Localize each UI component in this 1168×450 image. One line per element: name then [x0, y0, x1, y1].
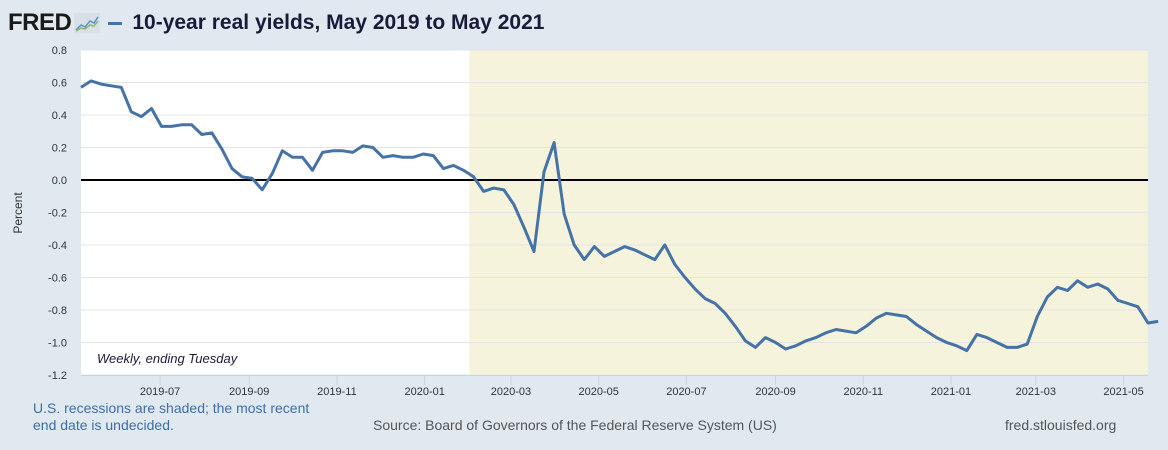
y-tick-label: 0.0 [52, 175, 67, 187]
y-tick-label: 0.8 [52, 45, 67, 57]
x-tick-label: 2020-05 [578, 386, 618, 398]
x-tick-label: 2019-07 [140, 386, 180, 398]
x-tick-label: 2021-03 [1016, 386, 1056, 398]
y-axis-title: Percent [11, 192, 25, 234]
x-tick-label: 2019-09 [229, 386, 269, 398]
y-tick-label: -0.8 [48, 305, 67, 317]
recession-note: U.S. recessions are shaded; the most rec… [33, 400, 310, 433]
x-tick-label: 2019-11 [317, 386, 357, 398]
x-tick-label: 2021-01 [931, 386, 971, 398]
y-tick-label: -0.6 [48, 273, 67, 285]
series-legend-marker [108, 22, 123, 25]
x-tick-label: 2020-07 [666, 386, 706, 398]
x-tick-label: 2020-03 [491, 386, 531, 398]
y-tick-label: -0.2 [48, 208, 67, 220]
chart-title: 10-year real yields, May 2019 to May 202… [132, 11, 545, 34]
trend-chart-icon [74, 13, 101, 33]
y-tick-label: 0.6 [52, 78, 67, 90]
x-tick-label: 2020-09 [755, 386, 795, 398]
x-tick-label: 2020-11 [843, 386, 883, 398]
y-tick-label: -0.4 [48, 240, 67, 252]
source-text: Source: Board of Governors of the Federa… [373, 417, 777, 433]
y-tick-label: -1.2 [48, 370, 67, 382]
fred-url-link[interactable]: fred.stlouisfed.org [1005, 417, 1117, 433]
x-tick-label: 2021-05 [1103, 386, 1143, 398]
frequency-note: Weekly, ending Tuesday [97, 351, 239, 366]
x-tick-label: 2020-01 [404, 386, 444, 398]
y-tick-label: 0.2 [52, 143, 67, 155]
y-tick-label: 0.4 [52, 110, 67, 122]
chart-header: FRED 10-year real yields, May 2019 to Ma… [8, 5, 544, 41]
series-line [80, 79, 1159, 353]
fred-logo[interactable]: FRED [8, 9, 72, 36]
y-tick-label: -1.0 [48, 338, 67, 350]
